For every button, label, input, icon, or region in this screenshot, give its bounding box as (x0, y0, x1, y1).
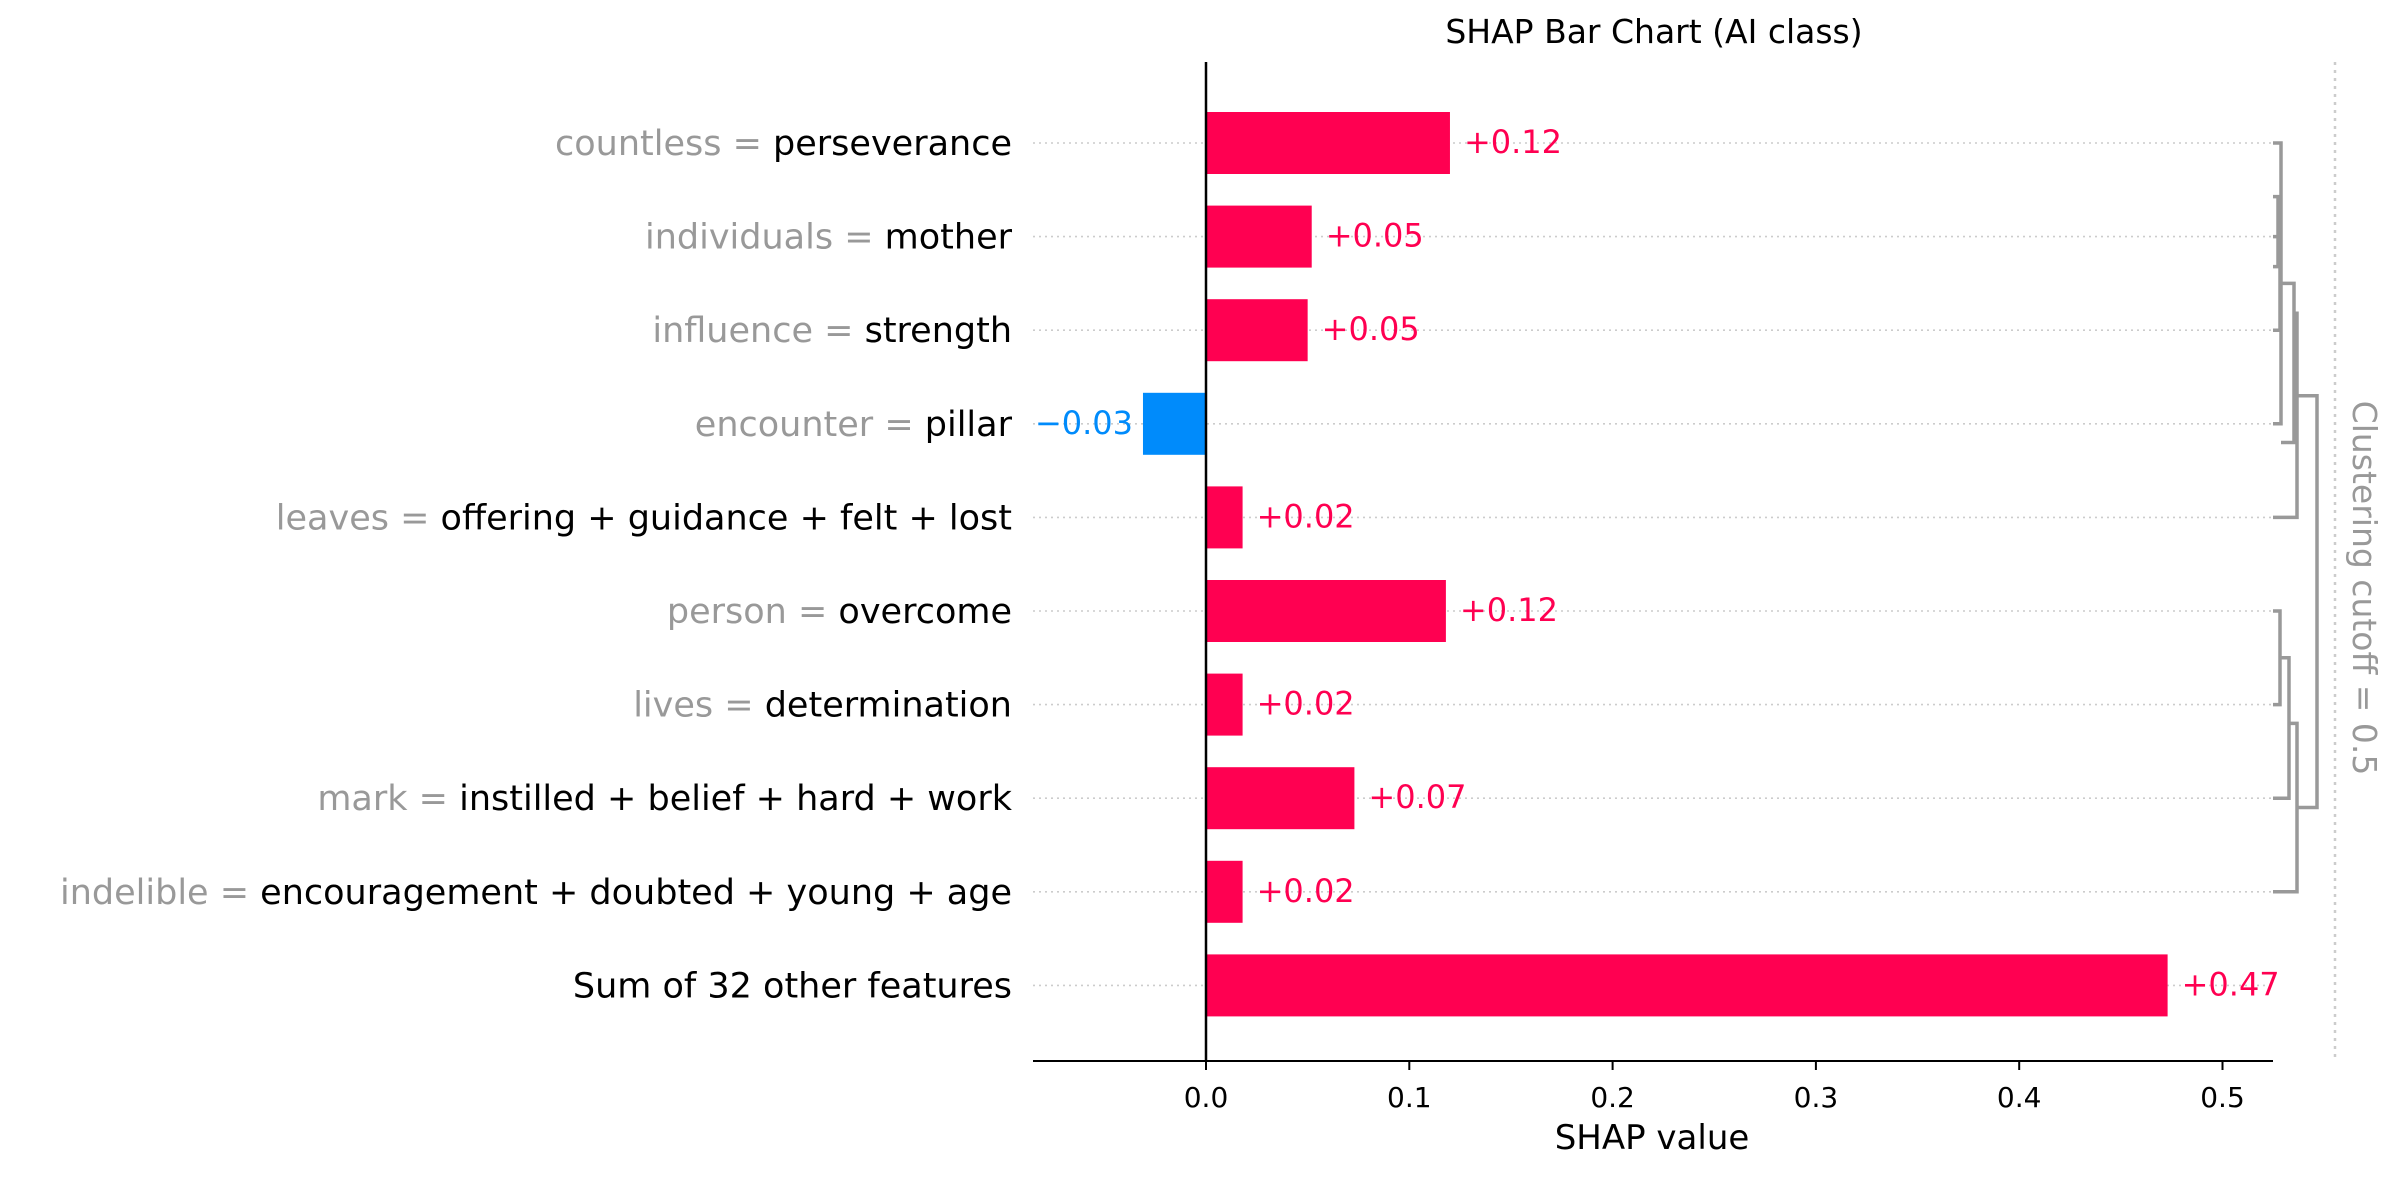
feature-name: influence (652, 311, 813, 351)
feature-label: person = overcome (667, 592, 1012, 632)
x-tick-label: 0.4 (1997, 1081, 2042, 1114)
chart-title: SHAP Bar Chart (AI class) (1445, 12, 1862, 51)
bar-value-label: +0.02 (1257, 497, 1355, 535)
feature-name: leaves (276, 498, 389, 538)
dendro-link (2273, 311, 2299, 520)
bar-value-label: +0.07 (1368, 778, 1466, 816)
bars: +0.12 +0.05 +0.05 −0.03 +0.02 +0.12 +0.02 +0.07… (1035, 112, 2280, 1017)
feature-value: mother (885, 218, 1013, 258)
feature-value: instilled + belief + hard + work (459, 779, 1013, 819)
dendro-link (2273, 609, 2282, 707)
x-tick-label: 0.3 (1794, 1081, 1839, 1114)
dendro-link (2297, 393, 2319, 810)
bar-value-label: +0.47 (2182, 965, 2280, 1003)
x-axis: 0.0 0.1 0.2 0.3 0.4 0.5 (1033, 62, 2273, 1114)
clustering-cutoff-label: Clustering cutoff = 0.5 (2345, 401, 2384, 776)
bar-value-label: −0.03 (1035, 404, 1133, 442)
feature-value: perseverance (773, 124, 1012, 164)
feature-name: person (667, 592, 787, 632)
feature-label: leaves = offering + guidance + felt + lo… (276, 498, 1012, 538)
feature-rows: countless = perseverance individuals = mo… (60, 124, 2273, 1006)
feature-label: Sum of 32 other features (573, 966, 1012, 1006)
x-tick-label: 0.1 (1387, 1081, 1432, 1114)
bar-encounter (1142, 392, 1206, 455)
feature-name: lives (633, 686, 713, 726)
bar-value-label: +0.12 (1460, 591, 1558, 629)
feature-name: encounter (695, 405, 874, 445)
feature-label: countless = perseverance (555, 124, 1012, 164)
feature-value: encouragement + doubted + young + age (260, 873, 1012, 913)
feature-value: offering + guidance + felt + lost (441, 498, 1012, 538)
bar-indelible (1206, 860, 1243, 923)
feature-label: encounter = pillar (695, 405, 1013, 445)
bar-countless (1206, 112, 1450, 174)
feature-label: lives = determination (633, 686, 1012, 726)
feature-value: determination (765, 686, 1012, 726)
dendro-link (2273, 194, 2280, 269)
dendro-link (2273, 141, 2283, 426)
bar-other-features (1206, 954, 2168, 1017)
bar-value-label: +0.02 (1257, 685, 1355, 723)
x-tick-label: 0.5 (2200, 1081, 2245, 1114)
bar-mark (1206, 767, 1355, 830)
feature-value: strength (865, 311, 1012, 351)
bar-influence (1206, 299, 1308, 362)
bar-value-label: +0.02 (1257, 872, 1355, 910)
feature-value: Sum of 32 other features (573, 966, 1012, 1006)
bar-lives (1206, 673, 1243, 736)
feature-name: mark (317, 779, 408, 819)
clustering-dendrogram (2273, 62, 2337, 1061)
feature-value: pillar (925, 405, 1013, 445)
dendro-link (2273, 721, 2299, 894)
feature-name: indelible (60, 873, 209, 913)
bar-value-label: +0.05 (1326, 217, 1424, 255)
x-tick-label: 0.2 (1590, 1081, 1635, 1114)
feature-name: individuals (645, 218, 833, 258)
x-axis-label: SHAP value (1555, 1118, 1750, 1158)
bar-leaves (1206, 486, 1243, 549)
dendro-link (2273, 656, 2291, 800)
feature-value: overcome (838, 592, 1012, 632)
bar-value-label: +0.12 (1464, 123, 1562, 161)
bar-value-label: +0.05 (1322, 310, 1420, 348)
feature-name: countless (555, 124, 721, 164)
bar-person (1206, 580, 1446, 642)
feature-label: influence = strength (652, 311, 1012, 351)
dendro-link (2281, 281, 2296, 445)
feature-label: indelible = encouragement + doubted + yo… (60, 873, 1012, 913)
bar-individuals (1206, 205, 1312, 268)
feature-label: mark = instilled + belief + hard + work (317, 779, 1012, 819)
feature-label: individuals = mother (645, 218, 1013, 258)
x-tick-label: 0.0 (1184, 1081, 1229, 1114)
